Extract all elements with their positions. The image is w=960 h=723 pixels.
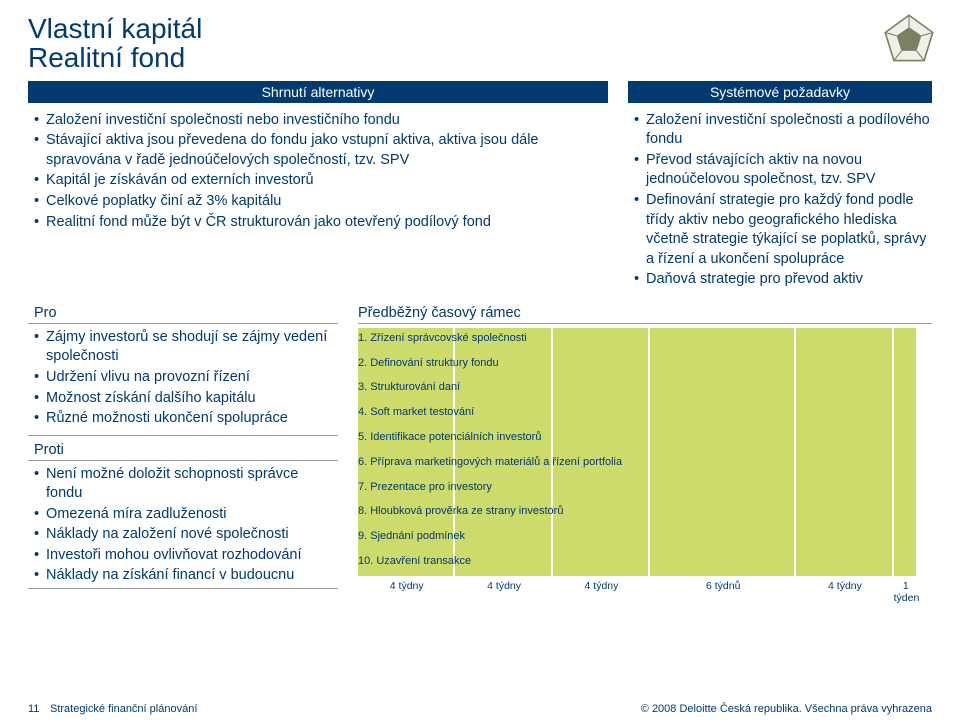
summary-list: Založení investiční společnosti nebo inv…	[28, 111, 608, 232]
timeline-step: 9. Sjednání podmínek	[358, 530, 465, 542]
timeline-period-label: 6 týdnů	[650, 580, 796, 604]
timeline-column: Předběžný časový rámec 1. Zřízení správc…	[358, 299, 932, 604]
timeline-period-label: 4 týdny	[455, 580, 552, 604]
lower-row: Pro Zájmy investorů se shodují se zájmy …	[28, 299, 932, 604]
con-list: Není možné doložit schopnosti správce fo…	[28, 465, 338, 586]
summary-header: Shrnutí alternativy	[28, 81, 608, 103]
timeline-step: 5. Identifikace potenciálních investorů	[358, 431, 541, 443]
timeline-period-label: 4 týdny	[796, 580, 893, 604]
timeline-period-bar	[796, 328, 891, 576]
list-item: Udržení vlivu na provozní řízení	[34, 368, 338, 388]
pro-list: Zájmy investorů se shodují se zájmy vede…	[28, 328, 338, 429]
timeline-period-label: 4 týdny	[553, 580, 650, 604]
title-line-2: Realitní fond	[28, 43, 932, 72]
list-item: Převod stávajících aktiv na novou jednoú…	[634, 151, 932, 190]
divider	[28, 460, 338, 461]
divider	[28, 323, 338, 324]
list-item: Různé možnosti ukončení spolupráce	[34, 409, 338, 429]
list-item: Náklady na založení nové společnosti	[34, 525, 338, 545]
divider	[28, 435, 338, 436]
requirements-header: Systémové požadavky	[628, 81, 932, 103]
timeline-chart: 1. Zřízení správcovské společnosti 2. Def…	[358, 328, 932, 604]
timeline-step: 10. Uzavření transakce	[358, 555, 471, 567]
requirements-list: Založení investiční společnosti a podílo…	[628, 111, 932, 290]
timeline-step: 6. Příprava marketingových materiálů a ř…	[358, 456, 622, 468]
list-item: Investoři mohou ovlivňovat rozhodování	[34, 546, 338, 566]
list-item: Založení investiční společnosti nebo inv…	[34, 111, 608, 131]
list-item: Možnost získání dalšího kapitálu	[34, 389, 338, 409]
timeline-step: 8. Hloubková prověrka ze strany investor…	[358, 505, 563, 517]
page-number: 11	[28, 703, 50, 715]
divider	[28, 588, 338, 589]
list-item: Není možné doložit schopnosti správce fo…	[34, 465, 338, 504]
list-item: Založení investiční společnosti a podílo…	[634, 111, 932, 150]
timeline-header: Předběžný časový rámec	[358, 305, 932, 321]
timeline-bars: 1. Zřízení správcovské společnosti 2. Def…	[358, 328, 918, 576]
timeline-step: 2. Definování struktury fondu	[358, 357, 499, 369]
list-item: Daňová strategie pro převod aktiv	[634, 270, 932, 290]
footer: 11 Strategické finanční plánování © 2008…	[28, 703, 932, 715]
timeline-step: 4. Soft market testování	[358, 406, 474, 418]
pro-header: Pro	[34, 305, 338, 321]
footer-copyright: © 2008 Deloitte Česká republika. Všechna…	[641, 703, 932, 715]
upper-row: Shrnutí alternativy Založení investiční …	[28, 79, 932, 291]
list-item: Zájmy investorů se shodují se zájmy vede…	[34, 328, 338, 367]
timeline-step: 3. Strukturování daní	[358, 381, 460, 393]
list-item: Stávající aktiva jsou převedena do fondu…	[34, 131, 608, 170]
timeline-step: 1. Zřízení správcovské společnosti	[358, 332, 527, 344]
timeline-period-bar	[894, 328, 916, 576]
con-header: Proti	[34, 442, 338, 458]
timeline-period-labels: 4 týdny4 týdny4 týdny6 týdnů4 týdny1 týd…	[358, 580, 918, 604]
list-item: Definování strategie pro každý fond podl…	[634, 191, 932, 269]
timeline-period-bar	[553, 328, 648, 576]
footer-title: Strategické finanční plánování	[50, 703, 197, 715]
summary-column: Shrnutí alternativy Založení investiční …	[28, 79, 608, 291]
timeline-step: 7. Prezentace pro investory	[358, 481, 492, 493]
timeline-period-bar	[650, 328, 794, 576]
requirements-column: Systémové požadavky Založení investiční …	[628, 79, 932, 291]
page-title: Vlastní kapitál Realitní fond	[28, 14, 932, 73]
list-item: Náklady na získání financí v budoucnu	[34, 566, 338, 586]
timeline-period-label: 1 týden	[894, 580, 918, 604]
list-item: Realitní fond může být v ČR strukturován…	[34, 213, 608, 233]
divider	[358, 323, 932, 324]
list-item: Omezená míra zadluženosti	[34, 505, 338, 525]
timeline-period-label: 4 týdny	[358, 580, 455, 604]
pro-con-column: Pro Zájmy investorů se shodují se zájmy …	[28, 299, 338, 604]
title-line-1: Vlastní kapitál	[28, 14, 932, 43]
list-item: Kapitál je získáván od externích investo…	[34, 171, 608, 191]
pentagon-logo-icon	[882, 12, 936, 66]
list-item: Celkové poplatky činí až 3% kapitálu	[34, 192, 608, 212]
